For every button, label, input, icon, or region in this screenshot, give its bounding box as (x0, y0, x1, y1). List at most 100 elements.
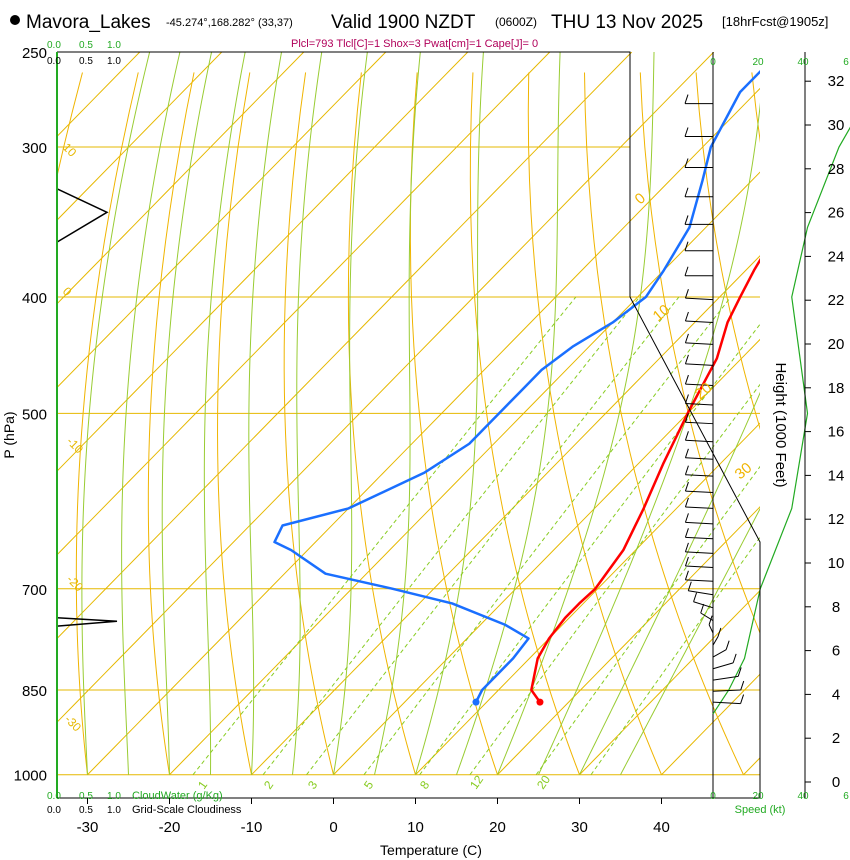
mixing-ratio-label: 3 (305, 778, 320, 792)
isotherm-line (333, 338, 760, 776)
wind-barb-flag (684, 266, 689, 276)
moist-adiabat-line (121, 52, 181, 775)
mixing-ratio-line (535, 465, 760, 776)
speed-axis-title: Speed (kt) (735, 804, 786, 816)
height-tick-label: 6 (832, 643, 840, 660)
dry-adiabat-line (409, 72, 498, 775)
wind-barb (685, 551, 714, 554)
wind-barb (685, 457, 714, 460)
dry-adiabat-label: 0 (632, 190, 649, 208)
wind-barb (712, 649, 727, 658)
wind-barb (712, 701, 741, 705)
moist-adiabat-line (538, 102, 760, 775)
speed-top-tick-label: 20 (752, 57, 764, 68)
dry-adiabat-label: 10 (650, 301, 674, 325)
moist-adiabat-line (497, 52, 655, 775)
moist-adiabat-line (374, 52, 421, 775)
height-tick-label: 4 (832, 686, 840, 703)
height-tick-label: 12 (828, 511, 845, 528)
mixing-ratio-line (419, 323, 760, 776)
wind-barb (685, 363, 714, 366)
height-tick-label: 30 (828, 117, 845, 134)
wind-barb (712, 689, 741, 692)
sounding-params: Plcl=793 Tlcl[C]=1 Shox=3 Pwat[cm]=1 Cap… (291, 38, 538, 50)
pressure-tick-label: 700 (22, 582, 47, 599)
mixing-ratio-label: 2 (261, 778, 276, 792)
height-tick-label: 18 (828, 380, 845, 397)
wind-barb-flag (684, 127, 689, 137)
wind-barb-flag (684, 289, 689, 299)
cloud-bottom-black-0: 0.0 (47, 805, 61, 816)
wind-barb (712, 675, 739, 681)
height-tick-label: 20 (828, 336, 845, 353)
x-axis-title: Temperature (C) (380, 842, 482, 858)
cloud-top-green-2: 1.0 (107, 40, 121, 51)
temperature-tick-label: 0 (329, 819, 337, 836)
dry-adiabat-line (283, 72, 334, 775)
pressure-tick-label: 300 (22, 140, 47, 157)
wind-barb-flag (684, 481, 689, 492)
isobar-lines (57, 51, 760, 776)
forecast-tag: [18hrFcst@1905z] (722, 14, 828, 29)
wind-barb-flag (684, 465, 689, 475)
pressure-tick-label: 500 (22, 406, 47, 423)
cloud-top-black-0: 0.0 (47, 56, 61, 67)
plot-frame-right (57, 51, 761, 798)
wind-barbs (684, 52, 850, 798)
cloudiness-label: Grid-Scale Cloudiness (132, 804, 242, 816)
cloud-bottom-black-1: 0.5 (79, 805, 93, 816)
wind-barb (685, 297, 714, 301)
isotherm-line (87, 87, 760, 776)
height-tick-label: 22 (828, 292, 845, 309)
moist-adiabat-line (161, 52, 213, 775)
height-tick-label: 28 (828, 161, 845, 178)
mixing-ratio-line (363, 296, 732, 776)
temperature-tick-label: -30 (77, 819, 99, 836)
height-tick-label: 24 (828, 248, 845, 265)
wind-barb-flag (700, 603, 705, 614)
isotherm-label: -30 (62, 712, 84, 734)
mixing-ratio-line (192, 296, 577, 776)
wind-barb (685, 579, 714, 582)
wind-barb (688, 590, 714, 596)
isotherm-label: -10 (64, 434, 86, 456)
mixing-ratio-label: 8 (417, 778, 432, 792)
speed-bottom-tick-label: 0 (710, 791, 716, 802)
wind-barb (712, 662, 734, 670)
utc-time: (0600Z) (495, 15, 537, 29)
wind-barb (685, 536, 714, 540)
wind-barb-flag (684, 497, 689, 508)
station-bullet-icon (10, 15, 20, 25)
dry-adiabat-line (527, 72, 662, 775)
isotherm-line (57, 52, 715, 723)
temperature-tick-label: 40 (653, 819, 670, 836)
wind-barb-flag (687, 581, 692, 591)
height-tick-label: 16 (828, 424, 845, 441)
moist-adiabat-line (81, 52, 151, 775)
wind-barb (685, 383, 714, 387)
wind-barb-flag (684, 333, 689, 344)
height-tick-label: 26 (828, 205, 845, 222)
cloud-bottom-green-0: 0.0 (47, 791, 61, 802)
station-coords: -45.274°,168.282° (33,37) (166, 17, 293, 29)
dry-adiabat-line (639, 72, 760, 635)
mixing-ratio-label: 12 (467, 772, 486, 791)
mixing-ratio-label: 20 (534, 772, 553, 791)
wind-barb-flag (684, 556, 689, 567)
wind-barb-flag (684, 374, 689, 385)
wind-barb-flag (684, 542, 689, 553)
speed-top-tick-label: 0 (710, 57, 716, 68)
isotherm-label: 10 (60, 140, 80, 160)
cloud-top-black-2: 1.0 (107, 56, 121, 67)
wind-barb-flag (684, 413, 689, 423)
axes: 2503004005007008501000100-10-20-30010203… (14, 45, 850, 836)
temperature-tick-label: 10 (407, 819, 424, 836)
dry-adiabat-line (584, 72, 744, 775)
dewpoint-profile (273, 69, 760, 703)
wind-barb-flag (684, 354, 689, 365)
isotherm-line (57, 52, 633, 640)
wind-barb-flag (684, 431, 689, 441)
speed-top-tick-label: 6 (843, 57, 849, 68)
moist-adiabat-line (292, 52, 323, 775)
speed-bottom-tick-label: 6 (843, 791, 849, 802)
